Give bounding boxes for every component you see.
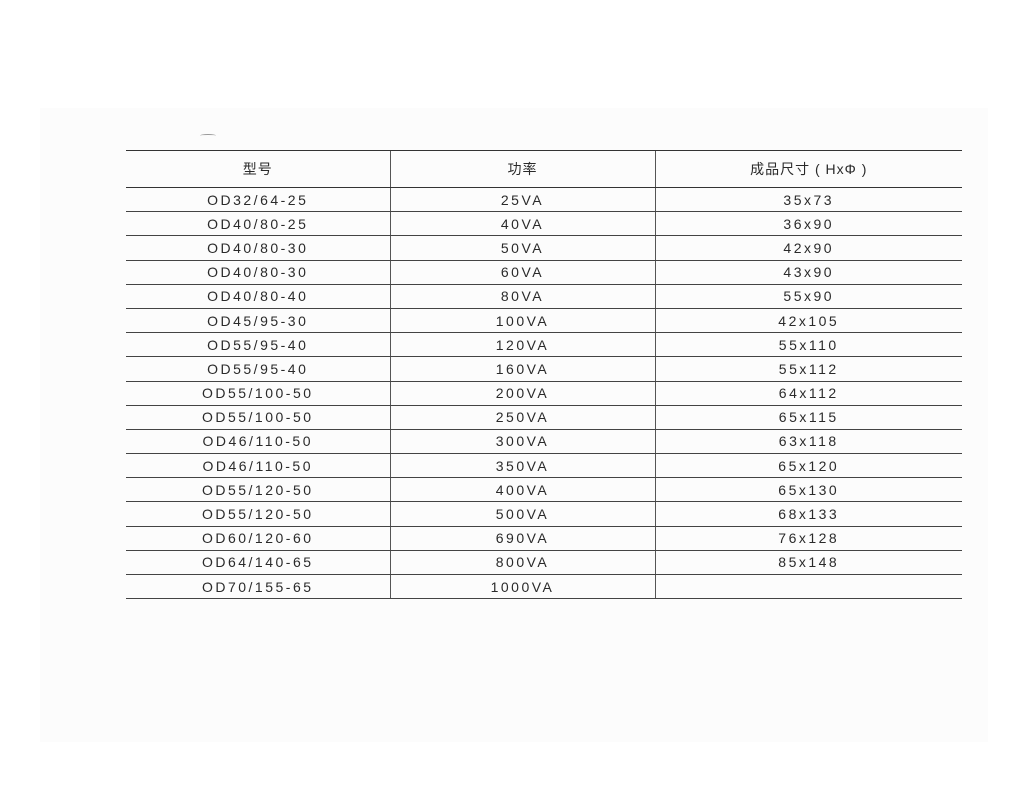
- cell-power: 120VA: [389, 332, 655, 358]
- cell-size: 64x112: [654, 381, 962, 406]
- cell-size: 43x90: [654, 260, 962, 285]
- cell-power: 60VA: [389, 260, 655, 285]
- cell-model: OD55/100-50: [126, 405, 390, 430]
- cell-model: OD70/155-65: [126, 574, 390, 600]
- cell-power: 800VA: [389, 550, 655, 576]
- table-header-row: 型号 功率 成品尺寸 ( HxΦ ): [126, 150, 962, 188]
- product-spec-table: 型号 功率 成品尺寸 ( HxΦ ) OD32/64-25 25VA 35x73 OD…: [126, 150, 962, 600]
- cell-power: 250VA: [389, 405, 655, 430]
- cell-model: OD46/110-50: [126, 453, 390, 479]
- table-row: OD46/110-50 350VA 65x120: [126, 453, 962, 479]
- cell-size: 68x133: [654, 501, 962, 527]
- cell-power: 80VA: [389, 284, 655, 309]
- table-row: OD55/95-40 120VA 55x110: [126, 332, 962, 358]
- table-row: OD40/80-25 40VA 36x90: [126, 211, 962, 237]
- table-row: OD40/80-40 80VA 55x90: [126, 284, 962, 309]
- header-power: 功率: [389, 150, 655, 188]
- table-row: OD55/100-50 200VA 64x112: [126, 381, 962, 406]
- cell-size: 65x130: [654, 477, 962, 503]
- table-row: OD40/80-30 60VA 43x90: [126, 260, 962, 285]
- cell-model: OD55/95-40: [126, 332, 390, 358]
- cell-size: 65x120: [654, 453, 962, 479]
- cell-power: 40VA: [389, 211, 655, 237]
- cell-model: OD55/120-50: [126, 501, 390, 527]
- cell-power: 160VA: [389, 356, 655, 382]
- cell-model: OD40/80-30: [126, 235, 390, 261]
- cell-size: 55x90: [654, 284, 962, 309]
- cell-size: 63x118: [654, 429, 962, 455]
- cell-model: OD55/100-50: [126, 381, 390, 406]
- table-row: OD64/140-65 800VA 85x148: [126, 550, 962, 576]
- cell-model: OD55/120-50: [126, 477, 390, 503]
- cell-power: 500VA: [389, 501, 655, 527]
- table-body: OD32/64-25 25VA 35x73 OD40/80-25 40VA 36x90 OD…: [126, 187, 962, 600]
- table-row: OD55/120-50 400VA 65x130: [126, 477, 962, 503]
- table-row: OD32/64-25 25VA 35x73: [126, 187, 962, 213]
- cell-power: 25VA: [389, 187, 655, 213]
- cell-size: 42x90: [654, 235, 962, 261]
- cell-power: 400VA: [389, 477, 655, 503]
- cell-model: OD40/80-40: [126, 284, 390, 309]
- cell-size: 36x90: [654, 211, 962, 237]
- cell-power: 50VA: [389, 235, 655, 261]
- cell-power: 100VA: [389, 308, 655, 334]
- table-row: OD70/155-65 1000VA: [126, 574, 962, 600]
- cell-size: 76x128: [654, 526, 962, 551]
- cell-power: 1000VA: [389, 574, 655, 600]
- table-row: OD55/100-50 250VA 65x115: [126, 405, 962, 430]
- cell-power: 350VA: [389, 453, 655, 479]
- cell-model: OD55/95-40: [126, 356, 390, 382]
- header-model: 型号: [126, 150, 390, 188]
- cell-model: OD45/95-30: [126, 308, 390, 334]
- cell-size: [654, 574, 962, 600]
- cell-power: 300VA: [389, 429, 655, 455]
- cell-model: OD64/140-65: [126, 550, 390, 576]
- cell-model: OD32/64-25: [126, 187, 390, 213]
- cell-size: 65x115: [654, 405, 962, 430]
- table-row: OD46/110-50 300VA 63x118: [126, 429, 962, 455]
- table-row: OD55/95-40 160VA 55x112: [126, 356, 962, 382]
- cell-model: OD46/110-50: [126, 429, 390, 455]
- cell-size: 55x110: [654, 332, 962, 358]
- cell-size: 55x112: [654, 356, 962, 382]
- table-row: OD55/120-50 500VA 68x133: [126, 501, 962, 527]
- cell-model: OD40/80-30: [126, 260, 390, 285]
- cell-size: 85x148: [654, 550, 962, 576]
- header-size: 成品尺寸 ( HxΦ ): [654, 150, 962, 188]
- scan-mark: [200, 134, 216, 137]
- cell-size: 35x73: [654, 187, 962, 213]
- table-row: OD60/120-60 690VA 76x128: [126, 526, 962, 551]
- cell-size: 42x105: [654, 308, 962, 334]
- table-row: OD45/95-30 100VA 42x105: [126, 308, 962, 334]
- table-row: OD40/80-30 50VA 42x90: [126, 235, 962, 261]
- cell-model: OD60/120-60: [126, 526, 390, 551]
- cell-model: OD40/80-25: [126, 211, 390, 237]
- cell-power: 690VA: [389, 526, 655, 551]
- cell-power: 200VA: [389, 381, 655, 406]
